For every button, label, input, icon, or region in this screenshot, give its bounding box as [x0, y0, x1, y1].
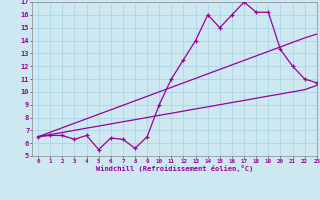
X-axis label: Windchill (Refroidissement éolien,°C): Windchill (Refroidissement éolien,°C) [96, 165, 253, 172]
